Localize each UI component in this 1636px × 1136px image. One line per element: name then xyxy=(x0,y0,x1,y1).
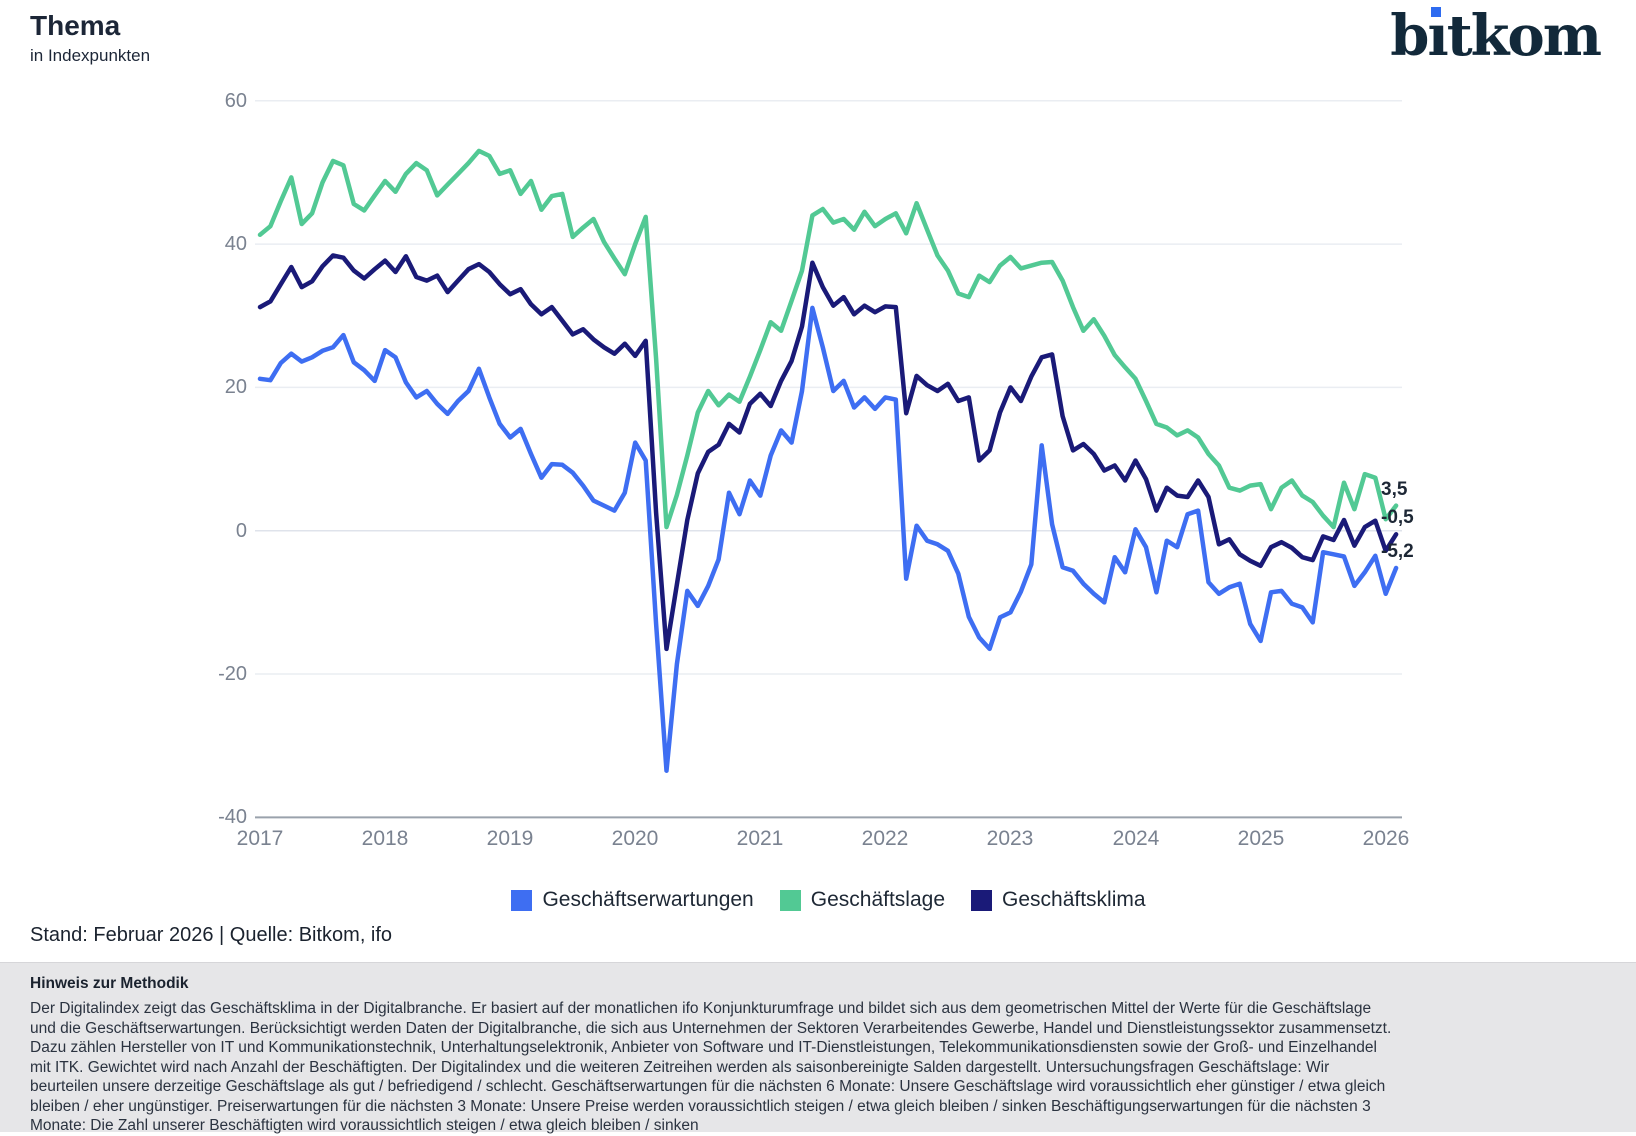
legend-label: Geschäftserwartungen xyxy=(542,888,754,911)
logo-letter-i: ı xyxy=(1427,3,1448,69)
y-tick-label-0: 0 xyxy=(235,520,247,542)
methodology-heading: Hinweis zur Methodik xyxy=(30,975,189,992)
series-line-geschäftserwartungen xyxy=(257,305,1399,773)
x-tick-label-2023: 2023 xyxy=(986,827,1034,850)
page-title: Thema xyxy=(30,10,121,41)
x-tick-label-2019: 2019 xyxy=(486,827,534,850)
legend-item-geschäftserwartungen: Geschäftserwartungen xyxy=(511,888,754,912)
bitkom-logo: bı tkom xyxy=(1390,3,1602,69)
y-tick-label-60: 60 xyxy=(224,90,247,112)
chart-legend: Geschäftserwartungen Geschäftslage Geschäf… xyxy=(255,884,1402,916)
end-label-geschäftslage: 3,5 xyxy=(1381,479,1408,500)
logo-blue-dot-icon xyxy=(1431,7,1442,17)
legend-swatch-icon xyxy=(779,889,801,911)
legend-label: Geschäftsklima xyxy=(1002,888,1146,911)
logo-text-pre: b xyxy=(1390,3,1429,69)
x-tick-label-2020: 2020 xyxy=(611,827,659,850)
end-label-geschäftsklima: -0,5 xyxy=(1381,507,1414,528)
source-line: Stand: Februar 2026 | Quelle: Bitkom, if… xyxy=(30,924,393,946)
x-tick-label-2018: 2018 xyxy=(361,827,409,850)
y-tick-label--20: -20 xyxy=(218,663,247,685)
series-line-geschäftsklima xyxy=(257,253,1399,652)
y-tick-label--40: -40 xyxy=(218,806,247,828)
series-line-geschäftslage xyxy=(257,148,1399,530)
page-subtitle: in Indexpunkten xyxy=(30,46,151,65)
y-tick-label-20: 20 xyxy=(224,376,247,398)
x-tick-label-2024: 2024 xyxy=(1112,827,1160,850)
x-tick-label-2025: 2025 xyxy=(1237,827,1285,850)
x-tick-label-2022: 2022 xyxy=(861,827,909,850)
logo-text-post: tkom xyxy=(1446,3,1602,69)
line-chart xyxy=(255,100,1402,819)
legend-swatch-icon xyxy=(511,889,533,911)
legend-item-geschäftsklima: Geschäftsklima xyxy=(971,888,1146,912)
x-tick-label-2026: 2026 xyxy=(1362,827,1410,850)
methodology-box: Hinweis zur Methodik Der Digitalindex ze… xyxy=(0,962,1636,1134)
methodology-text: Der Digitalindex zeigt das Geschäftsklim… xyxy=(30,1000,1392,1134)
end-label-geschäftserwartungen: -5,2 xyxy=(1381,541,1414,562)
legend-swatch-icon xyxy=(971,889,992,911)
legend-item-geschäftslage: Geschäftslage xyxy=(779,888,945,912)
y-tick-label-40: 40 xyxy=(224,233,247,255)
x-tick-label-2017: 2017 xyxy=(236,827,284,850)
legend-label: Geschäftslage xyxy=(810,888,945,911)
x-tick-label-2021: 2021 xyxy=(736,827,784,850)
